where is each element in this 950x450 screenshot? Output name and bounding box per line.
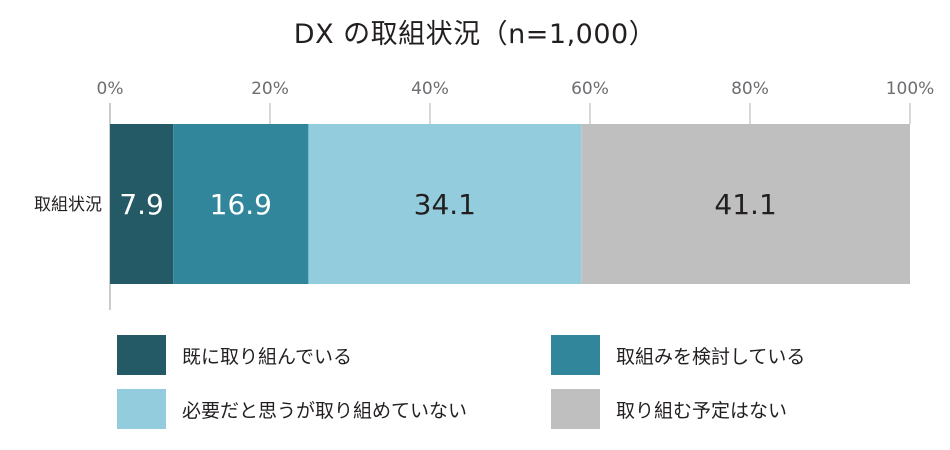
x-tick-label: 40% (411, 79, 449, 99)
x-tick-label: 100% (886, 79, 935, 99)
legend-item: 既に取り組んでいる (117, 335, 352, 375)
legend-item: 必要だと思うが取り組めていない (117, 389, 467, 429)
data-label: 41.1 (714, 188, 776, 221)
x-tick-label: 60% (571, 79, 609, 99)
legend-swatch (551, 389, 600, 429)
legend-label: 取組みを検討している (616, 345, 806, 368)
legend-label: 既に取り組んでいる (182, 345, 353, 368)
bar-segment (173, 124, 309, 284)
legend-item: 取り組む予定はない (551, 389, 787, 429)
category-label: 取組状況 (34, 195, 102, 215)
data-label: 16.9 (210, 188, 272, 221)
bar-segment (308, 124, 582, 284)
data-label: 34.1 (414, 188, 476, 221)
bar-segment (110, 124, 174, 284)
legend-swatch (117, 335, 166, 375)
legend-swatch (117, 389, 166, 429)
legend-label: 取り組む予定はない (616, 399, 788, 422)
x-tick-label: 20% (251, 79, 289, 99)
legend-swatch (551, 335, 600, 375)
chart-title: DX の取組状況（n=1,000） (293, 19, 657, 50)
legend-item: 取組みを検討している (551, 335, 805, 375)
x-tick-label: 0% (97, 79, 124, 99)
x-tick-label: 80% (731, 79, 769, 99)
legend-label: 必要だと思うが取り組めていない (182, 399, 468, 422)
bar-segment (581, 124, 910, 284)
data-label: 7.9 (119, 188, 164, 221)
